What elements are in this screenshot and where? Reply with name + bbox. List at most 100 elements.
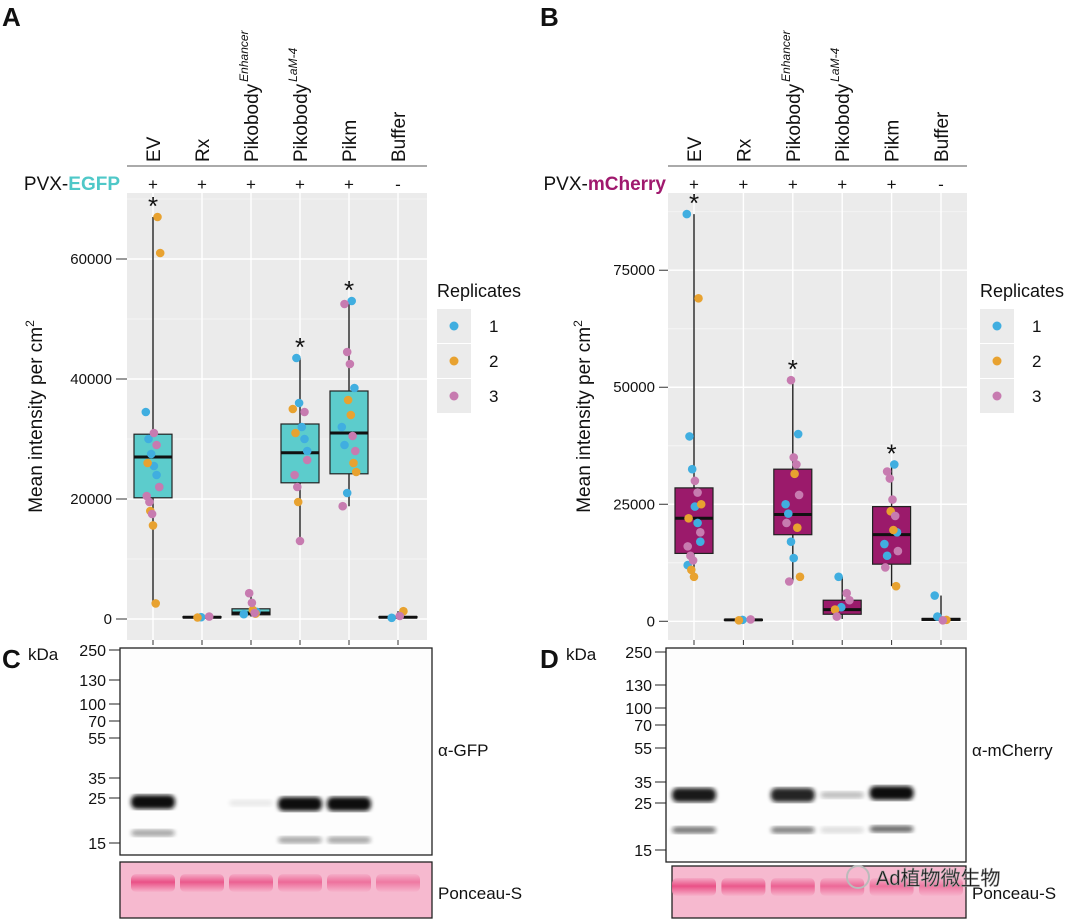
sign: + <box>246 175 256 194</box>
y-axis-label-superscript: 2 <box>571 320 585 327</box>
data-point <box>294 398 304 408</box>
data-point <box>293 482 302 492</box>
category-label: Rx <box>734 138 755 162</box>
legend-swatch <box>449 321 459 331</box>
loading-label: Ponceau-S <box>972 884 1056 903</box>
significance-marker: * <box>887 438 897 468</box>
data-point <box>683 542 692 551</box>
band <box>229 799 273 807</box>
data-point <box>290 470 299 480</box>
band <box>672 826 716 834</box>
category-name: EV <box>144 136 165 162</box>
legend-label: 1 <box>1032 317 1041 336</box>
data-point <box>889 525 898 535</box>
marker-label: 15 <box>88 836 106 853</box>
y-tick-label: 25000 <box>613 496 655 513</box>
category-name: Pikobody <box>242 83 263 162</box>
category-name: EV <box>685 136 706 162</box>
data-point <box>890 460 899 469</box>
data-point <box>342 347 352 357</box>
ponceau-band <box>672 878 716 896</box>
y-tick-label: 0 <box>104 611 112 628</box>
data-point <box>880 539 889 549</box>
data-point <box>793 523 802 532</box>
significance-marker: * <box>148 191 158 221</box>
legend-label: 2 <box>1032 352 1041 371</box>
data-point <box>687 464 697 474</box>
data-point <box>786 537 796 547</box>
y-tick-label: 20000 <box>70 491 112 508</box>
marker-label: 70 <box>634 718 652 735</box>
category-name: Buffer <box>389 111 410 162</box>
data-point <box>696 528 705 537</box>
sign: + <box>887 175 897 194</box>
watermark: Ad植物微生物 <box>876 867 1000 890</box>
data-point <box>155 248 165 258</box>
legend-label: 1 <box>489 317 498 336</box>
data-point <box>845 595 854 605</box>
category-label: Pikobody <box>784 83 805 162</box>
data-point <box>293 497 303 507</box>
legend-label: 3 <box>1032 387 1041 406</box>
legend-title: Replicates <box>980 281 1064 301</box>
data-point <box>687 565 696 575</box>
data-point <box>688 556 698 565</box>
band <box>869 786 914 800</box>
legend-swatch <box>992 321 1002 331</box>
data-point <box>885 474 895 483</box>
marker-label: 25 <box>634 796 652 813</box>
y-tick-label: 40000 <box>70 371 112 388</box>
band <box>770 826 815 834</box>
data-point <box>882 467 892 476</box>
sign-row-construct: EGFP <box>68 174 120 195</box>
data-point <box>690 476 700 486</box>
category-superscript: LaM-4 <box>828 47 842 81</box>
data-point <box>938 616 948 625</box>
marker-label: 15 <box>634 843 652 860</box>
ponceau-band <box>721 878 766 896</box>
antibody-label: α-GFP <box>438 741 488 760</box>
ponceau-band <box>919 878 963 896</box>
band <box>278 797 322 811</box>
marker-label: 25 <box>88 791 106 808</box>
legend-label: 2 <box>489 352 498 371</box>
data-point <box>684 514 693 523</box>
data-point <box>152 470 161 480</box>
plot-background <box>127 193 427 640</box>
category-label: Rx <box>193 138 214 162</box>
marker-label: 100 <box>79 697 106 714</box>
data-point <box>782 518 791 528</box>
data-point <box>340 440 349 450</box>
y-tick-label: 75000 <box>613 262 655 279</box>
sign: + <box>837 175 847 194</box>
data-point <box>794 490 804 500</box>
sign: + <box>738 175 748 194</box>
data-point <box>250 608 259 618</box>
data-point <box>247 598 257 608</box>
data-point <box>696 499 706 509</box>
marker-label: 250 <box>79 643 106 660</box>
data-point <box>288 404 298 414</box>
data-point <box>351 467 361 477</box>
band <box>278 836 322 844</box>
sign: - <box>938 175 944 194</box>
sign: + <box>689 175 699 194</box>
y-axis-label-text: Mean intensity per cm <box>26 327 47 513</box>
data-point <box>244 588 254 598</box>
category-superscript: Enhancer <box>237 29 251 81</box>
data-point <box>387 613 397 623</box>
data-point <box>300 434 309 444</box>
legend-swatch <box>449 356 459 366</box>
marker-label: 55 <box>88 731 106 748</box>
data-point <box>784 509 793 518</box>
category-name: Buffer <box>932 111 953 162</box>
ponceau-band <box>180 874 224 892</box>
sign-row-construct: mCherry <box>588 174 667 195</box>
y-tick-label: 60000 <box>70 251 112 268</box>
data-point <box>302 446 312 456</box>
band <box>131 795 175 809</box>
data-point <box>790 469 799 479</box>
data-point <box>345 359 355 369</box>
sign-row-label: PVX-EGFP <box>24 174 120 195</box>
significance-marker: * <box>344 275 354 305</box>
